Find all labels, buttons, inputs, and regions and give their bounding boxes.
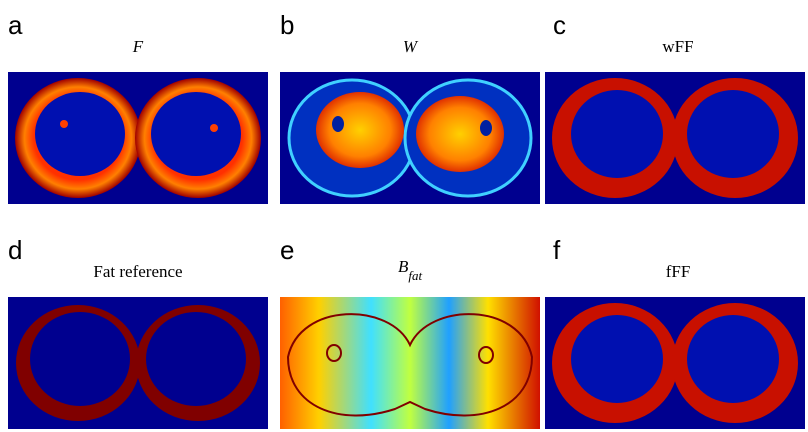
panel-letter: c [553, 10, 566, 40]
panel-letter: e [280, 235, 294, 265]
panel: e Bfat [280, 235, 540, 429]
image [8, 297, 268, 429]
panel-title: fFF [666, 262, 691, 281]
panel-letter: a [8, 10, 23, 40]
panel-title: Bfat [398, 257, 423, 283]
panel: d Fat reference [8, 235, 268, 429]
panel: f fFF [545, 235, 805, 429]
image [8, 72, 268, 204]
panel-letter: f [553, 235, 561, 265]
figure: a F b W c wFF [0, 0, 808, 432]
panel-letter: b [280, 10, 294, 40]
panel: c wFF [545, 10, 805, 204]
panel-title: wFF [662, 37, 693, 56]
image [280, 297, 540, 429]
panel-title: W [403, 37, 419, 56]
title-main: B [398, 257, 409, 276]
image [280, 72, 540, 204]
panel: a F [8, 10, 268, 204]
panel: b W [280, 10, 540, 204]
image [545, 72, 805, 204]
image [545, 297, 805, 429]
panel-title: Fat reference [93, 262, 182, 281]
panel-letter: d [8, 235, 22, 265]
panel-title: F [132, 37, 144, 56]
title-subscript: fat [408, 268, 422, 283]
